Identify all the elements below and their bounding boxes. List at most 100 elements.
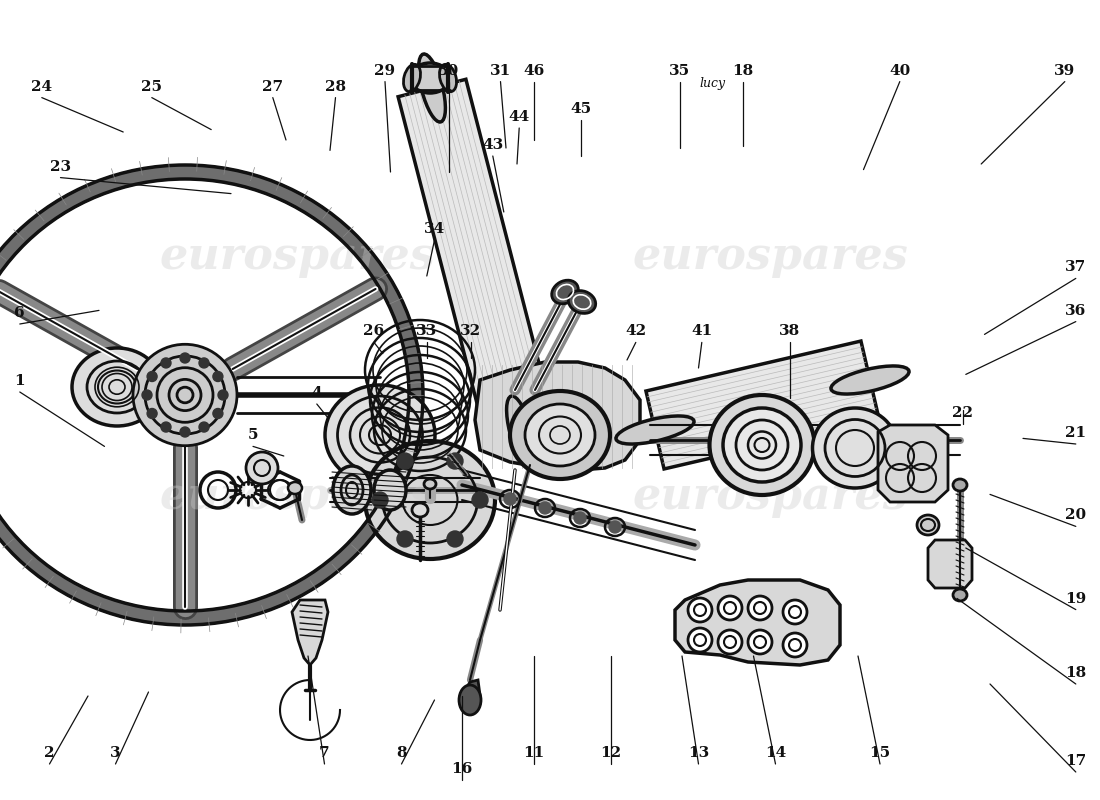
Circle shape xyxy=(397,453,412,469)
Text: 17: 17 xyxy=(1065,754,1087,768)
Ellipse shape xyxy=(953,479,967,491)
Text: 40: 40 xyxy=(889,64,911,78)
Text: 29: 29 xyxy=(374,64,396,78)
Circle shape xyxy=(180,353,190,363)
Text: 37: 37 xyxy=(1065,261,1087,274)
Ellipse shape xyxy=(419,54,446,122)
Text: 24: 24 xyxy=(31,80,53,94)
Polygon shape xyxy=(928,540,972,588)
Ellipse shape xyxy=(723,408,801,482)
Text: 30: 30 xyxy=(438,64,460,78)
Ellipse shape xyxy=(410,63,450,93)
Text: eurospares: eurospares xyxy=(160,234,434,278)
Text: 6: 6 xyxy=(14,306,25,320)
Ellipse shape xyxy=(333,466,371,514)
Circle shape xyxy=(783,633,807,657)
Ellipse shape xyxy=(616,416,694,444)
Ellipse shape xyxy=(324,385,435,485)
Circle shape xyxy=(397,531,412,547)
Text: 12: 12 xyxy=(600,746,621,760)
Text: 39: 39 xyxy=(1054,64,1076,78)
Circle shape xyxy=(688,628,712,652)
Text: 1: 1 xyxy=(14,374,25,388)
Ellipse shape xyxy=(525,404,595,466)
Circle shape xyxy=(688,598,712,622)
Text: 23: 23 xyxy=(50,160,72,174)
Text: 14: 14 xyxy=(764,746,786,760)
Ellipse shape xyxy=(830,366,909,394)
Circle shape xyxy=(161,422,170,432)
Circle shape xyxy=(147,371,157,382)
Circle shape xyxy=(447,453,463,469)
Ellipse shape xyxy=(569,290,596,314)
Text: 32: 32 xyxy=(460,325,482,338)
Text: 16: 16 xyxy=(451,762,473,776)
Circle shape xyxy=(161,358,170,368)
Text: 2: 2 xyxy=(44,746,55,760)
Text: 5: 5 xyxy=(248,429,258,442)
Text: 43: 43 xyxy=(482,138,504,152)
Text: 28: 28 xyxy=(324,80,346,94)
Text: 15: 15 xyxy=(869,746,891,760)
Ellipse shape xyxy=(552,280,579,304)
Polygon shape xyxy=(0,165,424,625)
Circle shape xyxy=(199,358,209,368)
Circle shape xyxy=(539,502,551,514)
Text: 22: 22 xyxy=(952,406,974,420)
Polygon shape xyxy=(675,580,840,665)
Text: 7: 7 xyxy=(319,746,330,760)
Circle shape xyxy=(213,371,223,382)
Ellipse shape xyxy=(72,348,162,426)
Circle shape xyxy=(748,630,772,654)
Circle shape xyxy=(213,409,223,418)
Text: 35: 35 xyxy=(669,64,691,78)
Ellipse shape xyxy=(374,470,406,510)
Circle shape xyxy=(472,492,488,508)
Circle shape xyxy=(372,492,388,508)
Text: lucy: lucy xyxy=(700,78,726,90)
Circle shape xyxy=(218,390,228,400)
Text: 38: 38 xyxy=(779,325,801,338)
Circle shape xyxy=(718,630,743,654)
Ellipse shape xyxy=(917,515,939,535)
Text: 20: 20 xyxy=(1065,509,1087,522)
Ellipse shape xyxy=(710,395,814,495)
Text: eurospares: eurospares xyxy=(632,474,908,518)
Circle shape xyxy=(748,596,772,620)
Circle shape xyxy=(783,600,807,624)
Circle shape xyxy=(142,390,152,400)
Ellipse shape xyxy=(813,408,898,488)
Circle shape xyxy=(199,422,209,432)
Circle shape xyxy=(180,427,190,437)
Ellipse shape xyxy=(133,344,236,446)
Circle shape xyxy=(447,531,463,547)
Circle shape xyxy=(609,521,622,533)
Text: 18: 18 xyxy=(1065,666,1087,680)
Ellipse shape xyxy=(953,589,967,601)
Circle shape xyxy=(147,409,157,418)
Ellipse shape xyxy=(440,64,456,92)
Text: 26: 26 xyxy=(363,325,385,338)
Text: 31: 31 xyxy=(490,64,512,78)
Ellipse shape xyxy=(424,479,436,489)
Polygon shape xyxy=(292,600,328,665)
Text: 4: 4 xyxy=(311,386,322,400)
Ellipse shape xyxy=(404,64,420,92)
Text: 11: 11 xyxy=(522,746,544,760)
Polygon shape xyxy=(475,362,640,470)
Circle shape xyxy=(504,493,516,505)
Text: 21: 21 xyxy=(1065,426,1087,440)
Circle shape xyxy=(246,452,278,484)
Circle shape xyxy=(574,512,586,524)
Polygon shape xyxy=(398,79,554,438)
Text: 13: 13 xyxy=(688,746,710,760)
Polygon shape xyxy=(646,341,879,469)
Text: 27: 27 xyxy=(262,80,284,94)
Text: 18: 18 xyxy=(732,64,754,78)
Ellipse shape xyxy=(412,503,428,517)
Ellipse shape xyxy=(288,482,302,494)
Text: eurospares: eurospares xyxy=(632,234,908,278)
Text: 45: 45 xyxy=(570,102,592,116)
Text: 41: 41 xyxy=(691,325,713,338)
Text: 44: 44 xyxy=(508,110,530,124)
